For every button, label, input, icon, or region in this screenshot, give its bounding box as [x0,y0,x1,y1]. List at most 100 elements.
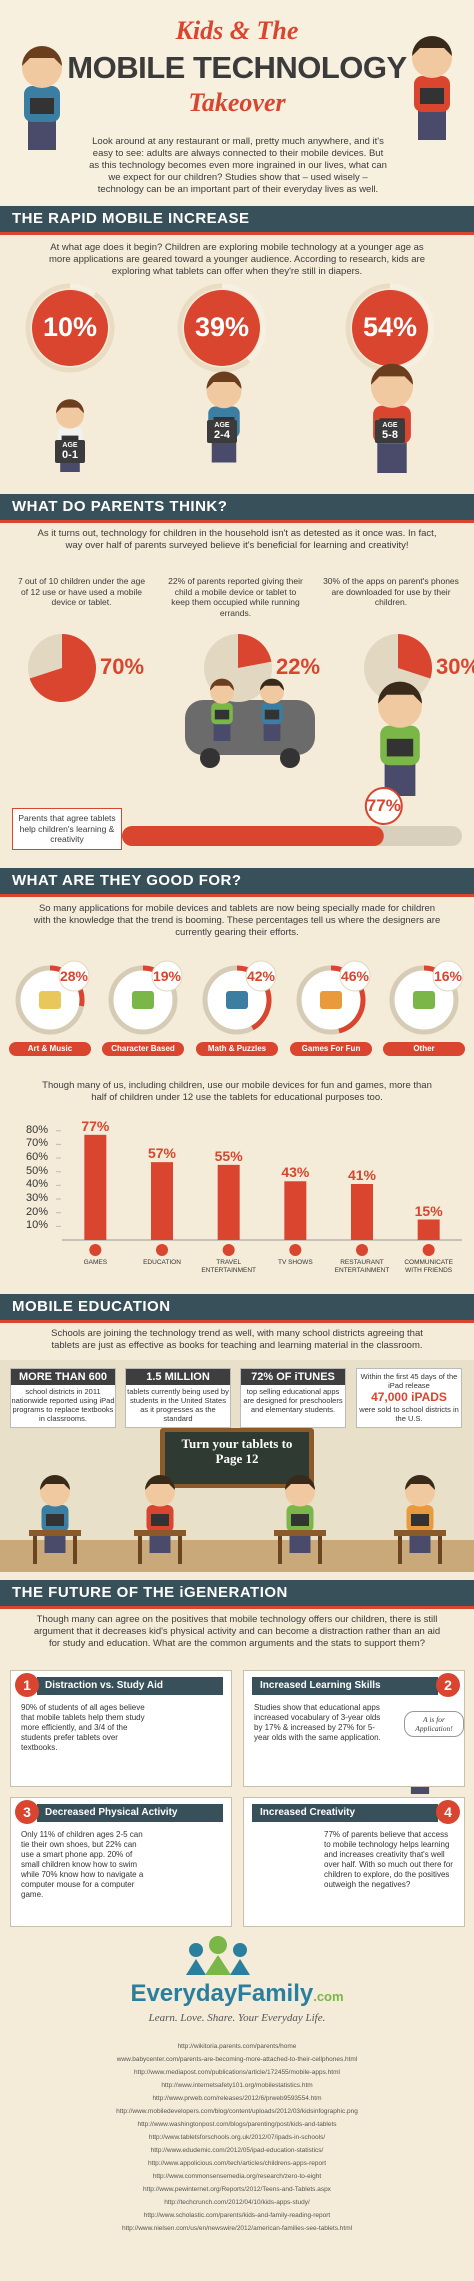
y-tick-label: 20% [25,1205,48,1218]
source-link: http://wikitoria.parents.com/parents/hom… [177,2043,297,2050]
brand-name: EverydayFamily [130,1980,314,2007]
kid-head [56,400,84,429]
kid-hair [56,399,84,414]
edu-big: 72% OF iTUNES [241,1369,345,1385]
kid-figure [210,678,234,741]
age-tag: AGE 0-1 [55,440,85,463]
desk [394,1530,446,1536]
kid-hair [378,681,422,704]
y-tick-label: 50% [25,1164,48,1177]
stat-text: 7 out of 10 children under the age of 12… [17,576,146,607]
logo-figures [186,1936,250,1975]
chart-text: Though many of us, including children, u… [42,1080,432,1103]
future-number: 3 [15,1800,39,1824]
source-link: http://www.edudemic.com/2012/05/ipad-edu… [150,2147,324,2154]
item-badge [245,960,277,992]
stat-circle [32,290,108,366]
category-icon [289,1244,302,1256]
kid-tablet [291,1514,309,1526]
bar [417,1219,440,1240]
section-text: At what age does it begin? Children are … [49,242,425,277]
desk-leg [438,1536,442,1564]
edu-box: MORE THAN 600 school districts in 2011 na… [10,1368,116,1428]
title-line3: Takeover [188,88,286,117]
section-heading: MOBILE EDUCATION [0,1294,474,1323]
brand-suffix: .com [313,1989,344,2004]
brand: EverydayFamily.com [0,1980,474,2008]
future-box: Increased Creativity 4 77% of parents be… [243,1797,465,1927]
source-link: http://www.nielsen.com/us/en/newswire/20… [121,2225,353,2232]
bar [84,1134,107,1240]
agree-bar [122,826,384,846]
age-word: AGE [214,422,230,429]
future-number: 4 [436,1800,460,1824]
section-heading: THE FUTURE OF THE iGENERATION [0,1580,474,1609]
stat-text: 22% of parents reported giving their chi… [168,576,303,618]
title-line2: MOBILE TECHNOLOGY [67,50,407,85]
kid-figure [405,1475,435,1553]
desk-leg [318,1536,322,1564]
section-heading: THE RAPID MOBILE INCREASE [0,206,474,235]
edu-box: 1.5 MILLION tablets currently being used … [125,1368,231,1428]
y-tick-label: 70% [25,1137,48,1150]
kid-hair [206,371,242,389]
value-label: 41% [347,1167,377,1183]
agree-text: Parents that agree tablets help children… [12,808,122,850]
age-word: AGE [62,442,78,449]
chalkboard-text: Turn your tablets to Page 12 [181,1436,293,1466]
kid-legs [377,439,407,473]
decoration [230,1959,250,1975]
category-icon [422,1244,435,1256]
source-link: www.babycenter.com/parents-are-becoming-… [116,2056,358,2063]
car-wheel [200,748,220,768]
item-name: Math & Puzzles [196,1042,278,1056]
pie-label: 22% [275,654,321,679]
desk [134,1530,186,1536]
age-tag: AGE 5-8 [375,420,405,443]
bar [351,1184,373,1240]
kid-hair [260,678,284,691]
item-label: 46% [340,968,370,984]
car [185,700,315,755]
y-tick-label: 80% [25,1123,48,1136]
kid-legs [263,721,281,741]
desk-leg [73,1536,77,1564]
edu-text: were sold to school districts in the U.S… [359,1405,459,1423]
stat-label: 54% [362,312,418,342]
age-range: 0-1 [62,449,78,461]
kid-hair [412,36,452,56]
agree-badge [364,787,403,825]
future-box: Decreased Physical Activity 3 Only 11% o… [10,1797,232,1927]
kid-figure [371,363,413,473]
x-tick-label: GAMES [83,1259,108,1266]
edu-text: tablets currently being used by students… [127,1387,229,1423]
item-label: 28% [59,968,89,984]
item-name: Character Based [102,1042,184,1056]
kid-tablet [46,1514,64,1526]
item-label: 19% [152,968,182,984]
edu-big: MORE THAN 600 [11,1369,115,1385]
item-icon [132,991,154,1009]
item-label: 16% [433,968,463,984]
item-icon [320,991,342,1009]
kid-tablet [214,709,230,720]
value-label: 57% [147,1145,177,1162]
category-icon [222,1244,235,1256]
edu-big: 47,000 iPADS [371,1390,447,1404]
source-link: http://www.mobiledevelopers.com/blog/con… [116,2108,358,2115]
bar [284,1181,307,1240]
source-link: http://www.scholastic.com/parents/kids-a… [143,2212,331,2219]
decoration [186,1959,206,1975]
desk-leg [33,1536,37,1564]
desk [29,1530,81,1536]
classroom-floor [0,1540,474,1572]
car-wheel [280,748,300,768]
decoration [205,1955,231,1975]
value-label: 55% [214,1147,243,1164]
kid-tablet [411,1514,429,1526]
category-icon [356,1244,368,1256]
edu-text: Within the first 45 days of the iPad rel… [360,1372,458,1390]
header-bg [0,0,474,205]
kid-figure [260,678,284,741]
item-badge [432,960,464,992]
